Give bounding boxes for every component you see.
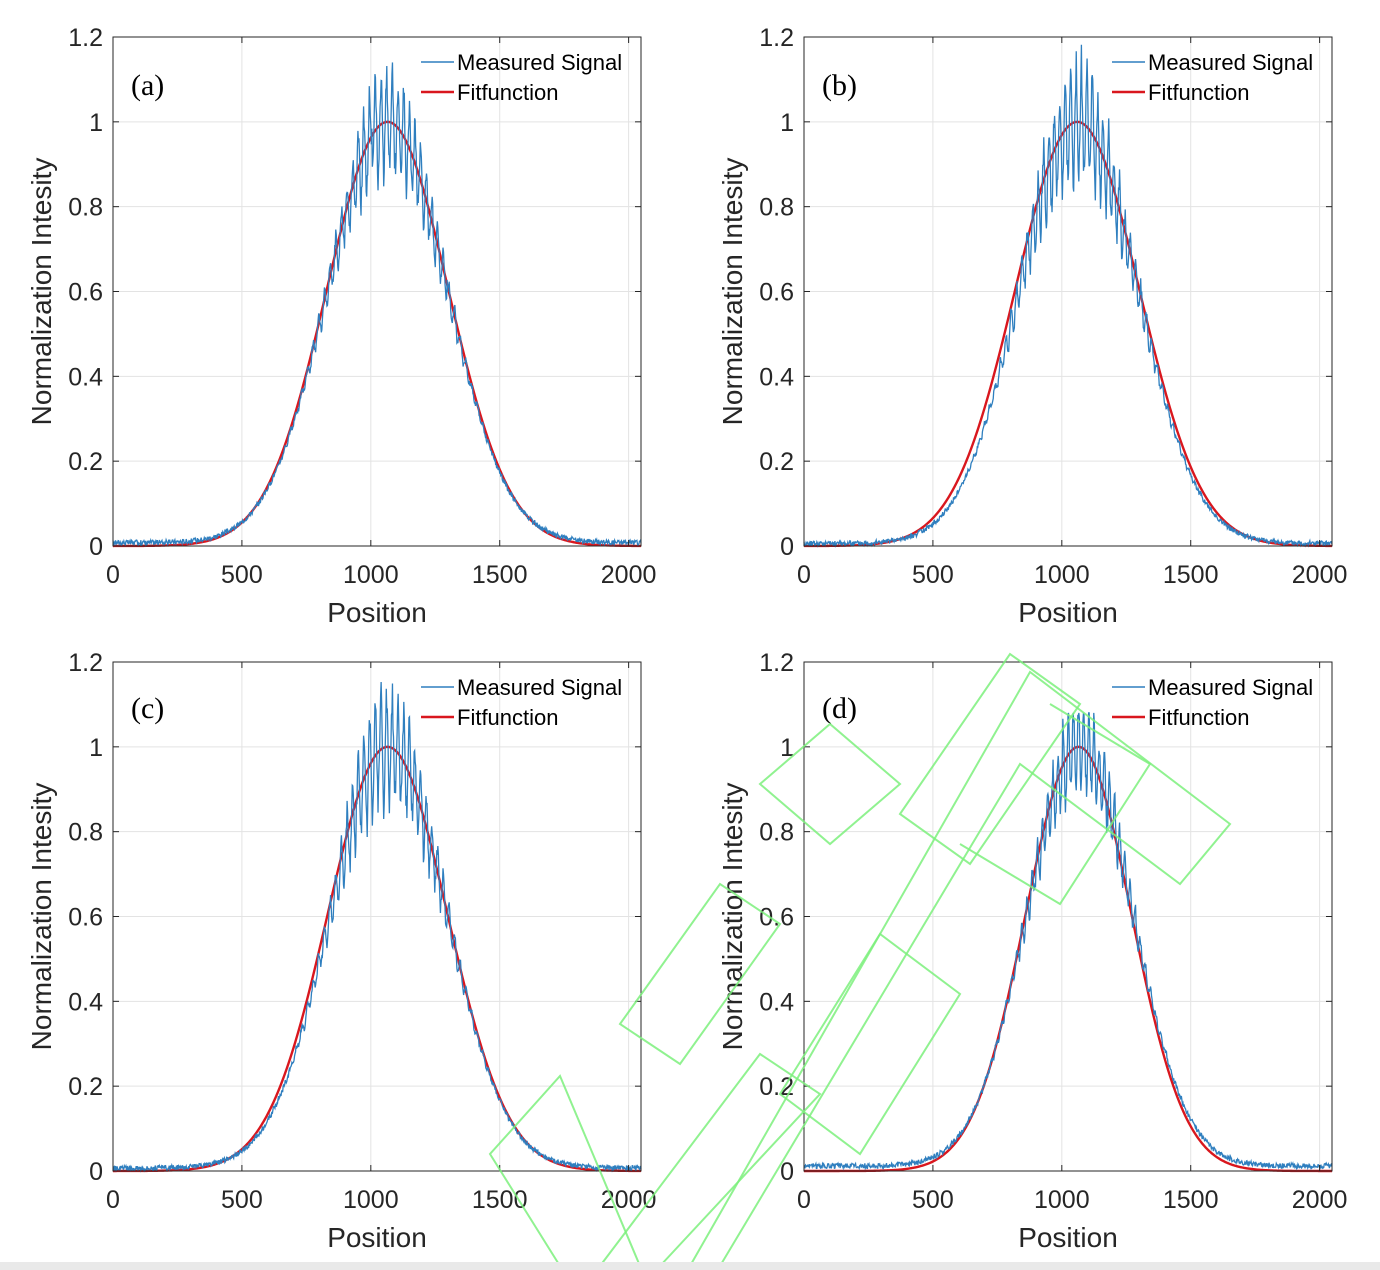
- bottom-scroll-strip: [0, 1262, 1380, 1270]
- x-tick-label: 2000: [601, 1186, 657, 1214]
- x-tick-label: 0: [106, 561, 120, 589]
- x-axis-label: Position: [327, 597, 427, 628]
- axis-ticks: [112, 36, 641, 547]
- panel-label: (d): [822, 692, 857, 725]
- y-tick-label: 1.2: [68, 24, 103, 52]
- legend: Measured Signal Fitfunction: [421, 50, 622, 105]
- x-tick-label: 2000: [601, 561, 657, 589]
- y-tick-label: 1.2: [759, 24, 794, 52]
- y-tick-label: 1: [89, 109, 103, 137]
- y-tick-label: 0.6: [759, 904, 794, 932]
- x-tick-label: 2000: [1292, 1186, 1348, 1214]
- y-tick-label: 0.4: [68, 363, 103, 391]
- y-tick-label: 1: [780, 734, 794, 762]
- fitfunction-line: [804, 745, 1332, 1173]
- legend: Measured Signal Fitfunction: [1112, 675, 1313, 730]
- y-tick-label: 0: [89, 1158, 103, 1186]
- legend-label-measured: Measured Signal: [457, 50, 622, 75]
- y-axis-label: Normalization Intesity: [26, 783, 57, 1051]
- panel-label: (a): [131, 69, 164, 102]
- y-tick-label: 0.2: [68, 1073, 103, 1101]
- legend: Measured Signal Fitfunction: [1112, 50, 1313, 105]
- y-tick-label: 0.2: [68, 448, 103, 476]
- panel-a: 0 500 1000 1500 2000 0 0.2 0.4 0.6 0.8 1…: [26, 24, 656, 628]
- y-tick-label: 0: [780, 533, 794, 561]
- x-tick-label: 500: [912, 561, 954, 589]
- x-tick-label: 1000: [343, 1186, 399, 1214]
- y-axis-label: Normalization Intesity: [26, 158, 57, 426]
- panel-c: 0 500 1000 1500 2000 0 0.2 0.4 0.6 0.8 1…: [26, 649, 656, 1253]
- y-tick-label: 1: [89, 734, 103, 762]
- legend-label-measured: Measured Signal: [457, 675, 622, 700]
- legend-label-measured: Measured Signal: [1148, 50, 1313, 75]
- measured-signal-line: [803, 44, 1333, 548]
- x-axis-label: Position: [327, 1222, 427, 1253]
- legend-label-fit: Fitfunction: [1148, 705, 1250, 730]
- y-tick-label: 0: [780, 1158, 794, 1186]
- y-tick-label: 0.4: [759, 363, 794, 391]
- legend-label-measured: Measured Signal: [1148, 675, 1313, 700]
- x-tick-label: 500: [221, 561, 263, 589]
- watermark-logo: [488, 652, 1232, 1267]
- y-tick-label: 1.2: [759, 649, 794, 677]
- x-axis-label: Position: [1018, 597, 1118, 628]
- x-tick-label: 1500: [1163, 561, 1219, 589]
- x-tick-label: 1500: [1163, 1186, 1219, 1214]
- y-tick-label: 0.4: [759, 988, 794, 1016]
- y-tick-label: 0.8: [68, 194, 103, 222]
- measured-signal-line: [112, 62, 642, 548]
- axis-ticks: [803, 661, 1332, 1172]
- y-tick-label: 0: [89, 533, 103, 561]
- y-tick-label: 0.8: [68, 819, 103, 847]
- legend-label-fit: Fitfunction: [457, 705, 559, 730]
- x-axis-label: Position: [1018, 1222, 1118, 1253]
- y-tick-label: 1.2: [68, 649, 103, 677]
- y-tick-label: 0.8: [759, 819, 794, 847]
- x-tick-label: 0: [797, 561, 811, 589]
- measured-signal-line: [112, 682, 642, 1173]
- x-tick-label: 0: [106, 1186, 120, 1214]
- y-tick-label: 0.2: [759, 448, 794, 476]
- axis-ticks: [803, 36, 1332, 547]
- y-tick-label: 0.8: [759, 194, 794, 222]
- x-tick-label: 500: [221, 1186, 263, 1214]
- legend-label-fit: Fitfunction: [457, 80, 559, 105]
- y-tick-label: 0.4: [68, 988, 103, 1016]
- y-tick-label: 1: [780, 109, 794, 137]
- legend: Measured Signal Fitfunction: [421, 675, 622, 730]
- panel-d: 0 500 1000 1500 2000 0 0.2 0.4 0.6 0.8 1…: [717, 649, 1347, 1253]
- y-tick-label: 0.2: [759, 1073, 794, 1101]
- axis-ticks: [112, 661, 641, 1172]
- panel-label: (c): [131, 692, 164, 725]
- legend-label-fit: Fitfunction: [1148, 80, 1250, 105]
- x-tick-label: 2000: [1292, 561, 1348, 589]
- y-axis-label: Normalization Intesity: [717, 783, 748, 1051]
- x-tick-label: 1500: [472, 561, 528, 589]
- y-tick-label: 0.6: [68, 279, 103, 307]
- y-tick-label: 0.6: [759, 279, 794, 307]
- y-tick-label: 0.6: [68, 904, 103, 932]
- x-tick-label: 0: [797, 1186, 811, 1214]
- y-axis-label: Normalization Intesity: [717, 158, 748, 426]
- panel-b: 0 500 1000 1500 2000 0 0.2 0.4 0.6 0.8 1…: [717, 24, 1347, 628]
- x-tick-label: 500: [912, 1186, 954, 1214]
- x-tick-label: 1000: [343, 561, 399, 589]
- panel-label: (b): [822, 69, 857, 102]
- x-tick-label: 1000: [1034, 561, 1090, 589]
- x-tick-label: 1000: [1034, 1186, 1090, 1214]
